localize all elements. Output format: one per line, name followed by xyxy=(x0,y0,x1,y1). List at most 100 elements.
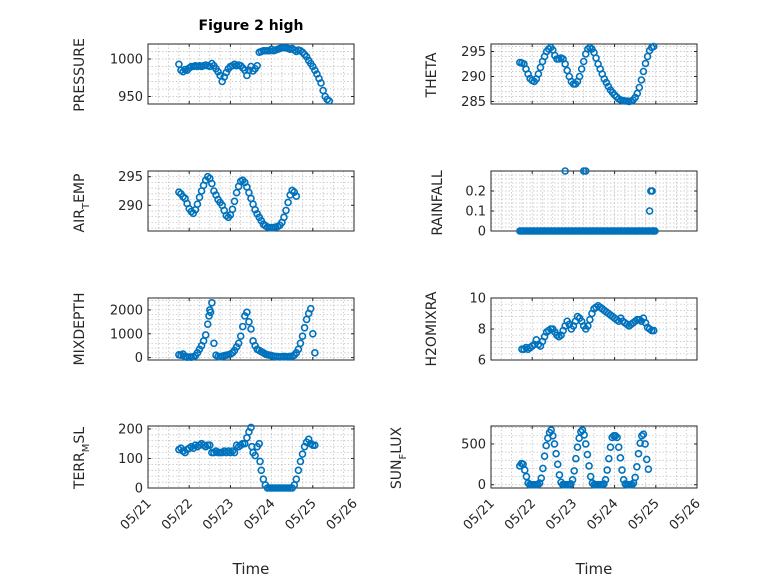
plot-area xyxy=(148,426,354,488)
data-point xyxy=(639,430,648,438)
data-point xyxy=(520,466,529,474)
x-tick-label: 05/23 xyxy=(200,496,237,533)
data-point xyxy=(243,308,251,317)
data-point xyxy=(573,443,582,452)
data-point xyxy=(282,206,290,215)
data-point xyxy=(280,213,288,222)
x-tick-label: 05/21 xyxy=(118,496,155,533)
ylabel-pressure: PRESSURE xyxy=(72,38,88,112)
axes-frame xyxy=(147,170,355,232)
data-point xyxy=(193,200,202,208)
data-point xyxy=(238,322,247,331)
data-point xyxy=(611,431,620,440)
data-point xyxy=(234,339,243,348)
data-point xyxy=(616,454,625,462)
data-point xyxy=(561,60,569,68)
data-point xyxy=(247,325,255,333)
y-tick-label: 8 xyxy=(478,323,486,338)
x-tick-label: 05/25 xyxy=(626,496,663,533)
data-point xyxy=(325,97,334,105)
data-point xyxy=(255,439,264,448)
ylabel-sun-flux-main: SUN xyxy=(389,460,405,490)
data-point xyxy=(555,471,564,479)
series-markers xyxy=(516,42,658,106)
data-point xyxy=(230,448,239,457)
data-point xyxy=(298,332,307,340)
subplot-rainfall: 0 0.1 0.2 xyxy=(465,167,698,240)
y-tick-label: 295 xyxy=(118,170,143,185)
data-point xyxy=(579,57,588,66)
data-point xyxy=(642,455,651,464)
data-point xyxy=(644,465,653,474)
data-point xyxy=(649,227,658,235)
data-point xyxy=(208,298,216,307)
x-tick-label: 05/24 xyxy=(241,496,278,533)
data-point xyxy=(567,480,575,488)
plot-area xyxy=(491,44,697,104)
y-tick-label: 0 xyxy=(135,351,143,366)
series-markers xyxy=(175,423,319,492)
data-point xyxy=(298,450,307,458)
data-point xyxy=(649,326,658,335)
y-tick-label: 0.2 xyxy=(465,185,486,200)
data-point xyxy=(561,167,569,175)
data-point xyxy=(613,433,621,442)
data-point xyxy=(537,474,546,483)
data-point xyxy=(236,332,245,340)
x-tick-label: 05/26 xyxy=(667,496,704,533)
ylabel-sun-flux-rest: LUX xyxy=(389,426,405,453)
y-tick-label: 285 xyxy=(461,95,486,110)
y-tick-label: 0 xyxy=(135,482,143,497)
data-point xyxy=(614,443,623,452)
data-point xyxy=(296,457,305,466)
data-point xyxy=(534,70,543,78)
data-point xyxy=(568,476,577,484)
data-point xyxy=(548,431,557,440)
data-point xyxy=(631,473,640,482)
series-markers xyxy=(516,167,659,235)
data-point xyxy=(636,439,644,447)
y-tick-label: 0 xyxy=(478,225,486,240)
data-point xyxy=(603,466,611,474)
y-tick-label: 1000 xyxy=(110,327,143,342)
data-point xyxy=(253,61,261,70)
data-point xyxy=(600,480,608,488)
data-point xyxy=(201,331,210,339)
data-point xyxy=(208,179,216,188)
data-point xyxy=(581,440,590,448)
series-markers xyxy=(518,301,658,353)
data-point xyxy=(296,339,305,348)
data-point xyxy=(645,207,654,215)
data-point xyxy=(648,187,656,195)
data-point xyxy=(228,205,237,214)
subplot-pressure: 950 1000 xyxy=(110,43,355,105)
xlabel-right: Time xyxy=(575,560,613,578)
data-point xyxy=(232,188,241,197)
data-point xyxy=(206,308,215,317)
data-point xyxy=(311,349,319,357)
data-point xyxy=(641,440,649,448)
subplot-h2omixra: 6 8 10 xyxy=(469,292,698,369)
data-point xyxy=(637,431,646,440)
subplot-air_temp: 290 295 xyxy=(118,170,355,232)
y-tick-label: 950 xyxy=(118,90,143,105)
data-point xyxy=(540,452,549,460)
data-point xyxy=(210,339,218,348)
data-point xyxy=(628,480,636,489)
data-point xyxy=(308,62,317,71)
axes-frame xyxy=(147,297,355,361)
data-point xyxy=(639,67,648,76)
data-point xyxy=(542,441,551,450)
data-point xyxy=(292,192,301,200)
y-tick-label: 100 xyxy=(118,452,143,467)
data-point xyxy=(586,315,594,324)
y-tick-label: 2000 xyxy=(110,303,143,318)
series-markers xyxy=(516,426,653,489)
ylabel-sun-flux: SUNFLUX xyxy=(389,426,409,489)
data-point xyxy=(294,466,303,475)
data-point xyxy=(552,449,560,458)
data-point xyxy=(606,443,615,452)
ylabel-terr-msl: TERRMSL xyxy=(72,427,92,490)
data-point xyxy=(605,454,613,463)
data-point xyxy=(306,304,315,313)
